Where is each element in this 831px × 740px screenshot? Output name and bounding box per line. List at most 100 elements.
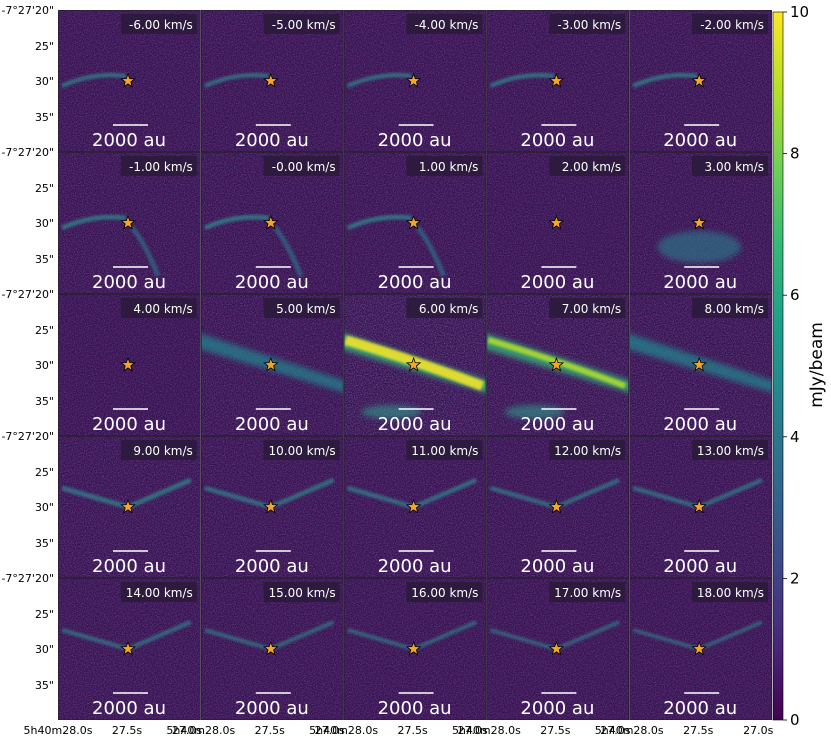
scalebar-label: 2000 au xyxy=(378,130,452,151)
colorbar-tick-label: 10 xyxy=(790,3,809,21)
x-tick-label: 27.5s xyxy=(112,724,142,737)
y-tick-label: -7°27'20" xyxy=(1,288,54,301)
x-tick-label: 5h40m28.0s xyxy=(24,724,93,737)
y-tick-label: 25" xyxy=(35,466,54,479)
y-tick-label: 30" xyxy=(35,217,54,230)
panel-frame xyxy=(486,294,629,436)
y-tick-label: -7°27'20" xyxy=(1,430,54,443)
velocity-label-box xyxy=(263,14,340,34)
velocity-label-box xyxy=(120,582,197,602)
channel-panel: -3.00 km/s 2000 au xyxy=(486,10,630,152)
x-tick-label: 5h40m28.0s xyxy=(166,724,235,737)
x-tick-label: 27.0s xyxy=(600,724,630,737)
channel-panel: 8.00 km/s 2000 au xyxy=(629,294,773,436)
y-tick-label: 30" xyxy=(35,501,54,514)
scalebar-label: 2000 au xyxy=(92,414,166,435)
y-tick-label: -7°27'20" xyxy=(1,4,54,17)
channel-panel: -5.00 km/s 2000 au xyxy=(200,10,344,152)
scalebar-label: 2000 au xyxy=(520,272,594,293)
panel-frame xyxy=(629,578,772,720)
emission-blob xyxy=(657,231,742,263)
y-tick-label: 35" xyxy=(35,395,54,408)
x-tick-label: 5h40m28.0s xyxy=(309,724,378,737)
panel-frame xyxy=(201,294,344,436)
x-tick-label: 27.5s xyxy=(683,724,713,737)
panel-frame xyxy=(343,10,487,152)
x-tick-label: 5h40m28.0s xyxy=(595,724,664,737)
star-marker xyxy=(548,498,565,514)
panel-frame xyxy=(486,10,629,152)
velocity-label: 5.00 km/s xyxy=(276,302,335,316)
velocity-label: 3.00 km/s xyxy=(705,160,764,174)
scalebar-label: 2000 au xyxy=(235,414,309,435)
colorbar-tick-label: 4 xyxy=(790,428,800,446)
velocity-label-box xyxy=(263,440,340,460)
emission-arc xyxy=(346,214,412,231)
scalebar-label: 2000 au xyxy=(378,272,452,293)
x-tick-label: 27.0s xyxy=(172,724,202,737)
star-marker xyxy=(120,356,136,372)
emission-arc xyxy=(346,72,412,88)
y-tick-label: 25" xyxy=(35,324,54,337)
channel-panel: 1.00 km/s 2000 au xyxy=(343,152,487,294)
emission-arc xyxy=(61,214,127,231)
velocity-label-box xyxy=(549,298,626,318)
scalebar-label: 2000 au xyxy=(378,556,452,577)
emission-arc xyxy=(489,72,555,89)
colorbar-tick-label: 6 xyxy=(790,286,800,304)
panel-frame xyxy=(58,578,201,720)
star-marker xyxy=(263,356,279,372)
channel-panel: 3.00 km/s 2000 au xyxy=(629,152,772,294)
scalebar-label: 2000 au xyxy=(92,130,166,151)
y-tick-label: 35" xyxy=(35,111,54,124)
emission-arc xyxy=(61,72,127,89)
channel-panel: 9.00 km/s 2000 au xyxy=(58,436,201,578)
star-marker xyxy=(691,214,707,230)
scalebar-label: 2000 au xyxy=(663,556,737,577)
panel-frame xyxy=(58,294,201,436)
panel-frame xyxy=(58,10,201,152)
channel-panel: 4.00 km/s 2000 au xyxy=(58,294,201,436)
velocity-label: -3.00 km/s xyxy=(557,18,621,32)
colorbar-label: mJy/beam xyxy=(807,322,827,408)
panel-frame xyxy=(629,294,772,436)
velocity-label: -4.00 km/s xyxy=(415,18,479,32)
velocity-label: 14.00 km/s xyxy=(126,586,193,600)
velocity-label-box xyxy=(549,440,626,460)
x-tick-label: 27.0s xyxy=(315,724,345,737)
velocity-label-box xyxy=(692,156,768,176)
channel-panel: 16.00 km/s 2000 au xyxy=(343,578,487,720)
channel-panel: 10.00 km/s 2000 au xyxy=(200,436,344,578)
panel-frame xyxy=(201,10,344,152)
y-tick-label: 25" xyxy=(35,40,54,53)
panel-frame xyxy=(58,436,201,578)
y-axis: -7°27'20" 25" 30" 35" -7°27'20" 25" 30" 35" -7°2… xyxy=(1,4,54,692)
velocity-label-box xyxy=(692,582,768,602)
y-tick-label: -7°27'20" xyxy=(1,146,54,159)
scalebar-label: 2000 au xyxy=(520,130,594,151)
velocity-label-box xyxy=(406,298,483,318)
velocity-label-box xyxy=(406,440,483,460)
scalebar-label: 2000 au xyxy=(520,414,594,435)
velocity-label: 1.00 km/s xyxy=(419,160,478,174)
channel-panel: 13.00 km/s 2000 au xyxy=(629,436,772,578)
y-tick-label: 30" xyxy=(35,75,54,88)
star-marker xyxy=(120,72,136,88)
star-marker xyxy=(120,640,136,656)
velocity-label: 2.00 km/s xyxy=(562,160,621,174)
velocity-label: 15.00 km/s xyxy=(268,586,335,600)
channel-panel: 2.00 km/s 2000 au xyxy=(486,152,630,294)
star-marker xyxy=(405,214,422,230)
emission-arc xyxy=(203,72,270,88)
velocity-label-box xyxy=(120,14,197,34)
velocity-label: 9.00 km/s xyxy=(133,444,192,458)
channel-panel: 15.00 km/s 2000 au xyxy=(200,578,344,720)
colorbar-tick-label: 2 xyxy=(790,569,800,587)
velocity-label-box xyxy=(692,298,768,318)
scalebar-label: 2000 au xyxy=(92,698,166,719)
velocity-label: 12.00 km/s xyxy=(554,444,621,458)
velocity-label: -2.00 km/s xyxy=(700,18,764,32)
channel-panel: -2.00 km/s 2000 au xyxy=(629,10,772,152)
channel-panel: 11.00 km/s 2000 au xyxy=(343,436,487,578)
